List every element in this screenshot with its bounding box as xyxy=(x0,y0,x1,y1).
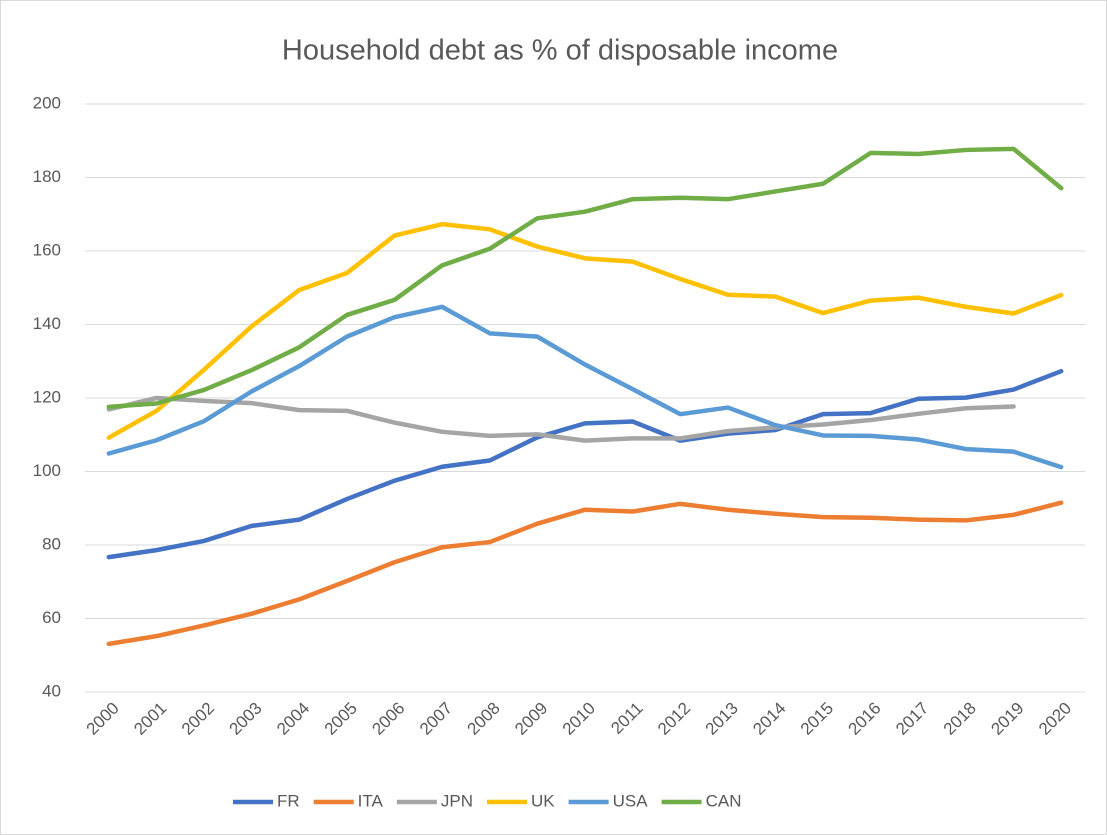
legend-label: ITA xyxy=(358,791,384,810)
y-tick-label: 140 xyxy=(33,314,61,333)
legend-label: JPN xyxy=(441,791,473,810)
chart-title: Household debt as % of disposable income xyxy=(282,35,838,67)
legend-label: FR xyxy=(277,791,300,810)
series-line xyxy=(106,395,1016,443)
series-line xyxy=(106,146,1064,410)
y-tick-label: 180 xyxy=(33,167,61,186)
series-line xyxy=(106,500,1064,647)
legend-label: UK xyxy=(531,791,555,810)
y-tick-label: 60 xyxy=(42,608,61,627)
series-line xyxy=(106,221,1064,440)
series-line xyxy=(106,304,1064,470)
series-line xyxy=(106,368,1064,560)
y-tick-label: 100 xyxy=(33,461,61,480)
y-tick-label: 200 xyxy=(33,93,61,112)
y-tick-label: 160 xyxy=(33,240,61,259)
y-tick-label: 40 xyxy=(42,681,61,700)
y-tick-label: 80 xyxy=(42,534,61,553)
legend-label: USA xyxy=(613,791,649,810)
y-tick-label: 120 xyxy=(33,387,61,406)
legend-label: CAN xyxy=(706,791,742,810)
